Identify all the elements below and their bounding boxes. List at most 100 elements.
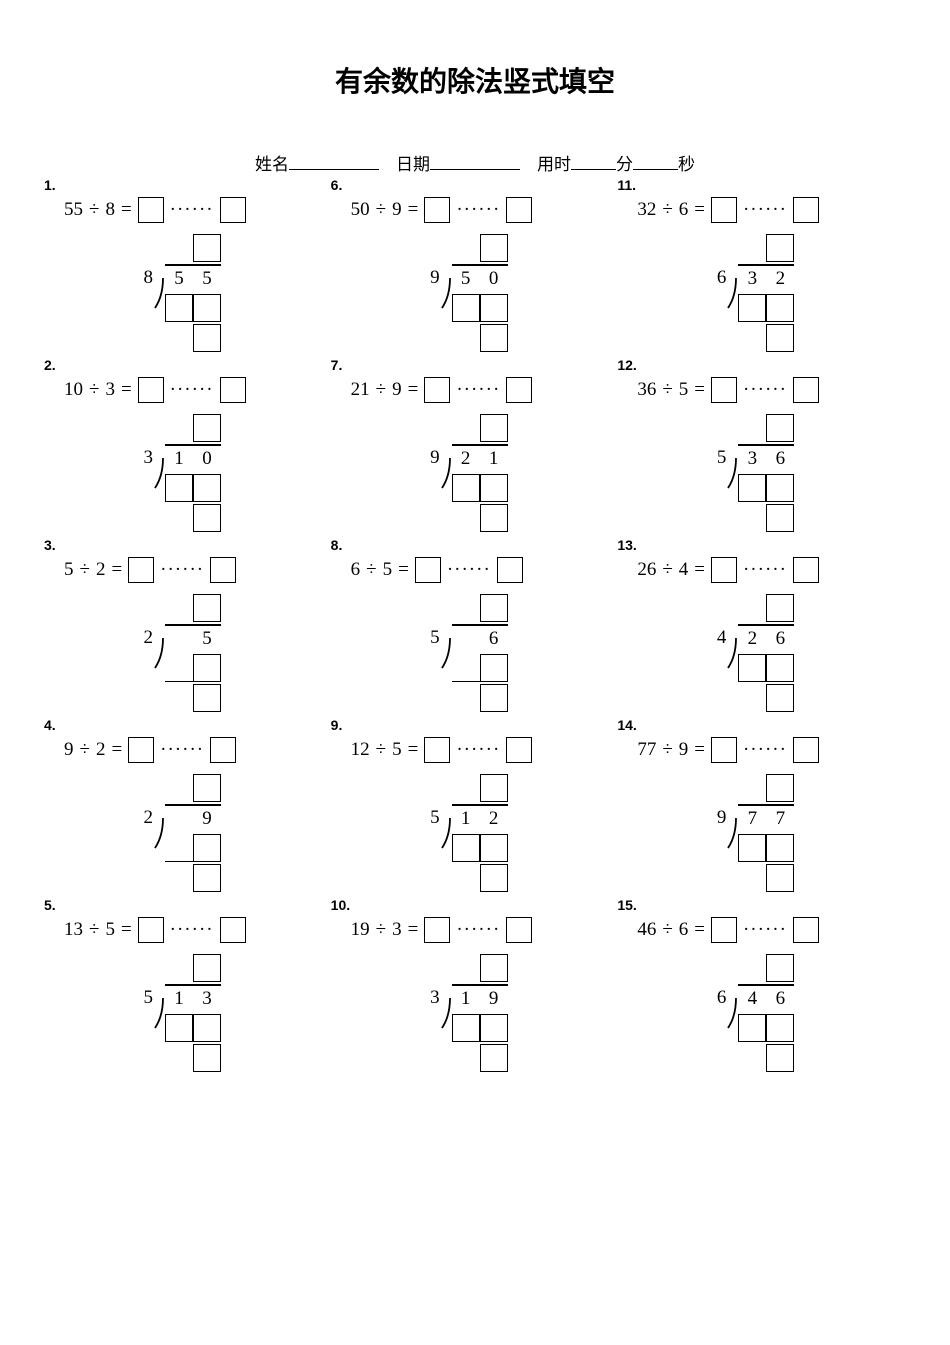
ld-remainder-blank[interactable]: [193, 684, 221, 712]
remainder-blank[interactable]: [210, 737, 236, 763]
quotient-blank[interactable]: [711, 557, 737, 583]
divisor: 2: [96, 739, 106, 761]
ld-product-blank[interactable]: [738, 474, 766, 502]
remainder-blank[interactable]: [506, 197, 532, 223]
ld-product-blank[interactable]: [193, 834, 221, 862]
quotient-blank[interactable]: [138, 917, 164, 943]
ld-remainder-blank[interactable]: [766, 324, 794, 352]
ld-product-blank[interactable]: [193, 1014, 221, 1042]
ld-remainder-blank[interactable]: [766, 684, 794, 712]
ld-product-blank[interactable]: [766, 834, 794, 862]
ld-remainder-blank[interactable]: [480, 684, 508, 712]
remainder-blank[interactable]: [793, 737, 819, 763]
ld-quotient-blank[interactable]: [766, 594, 794, 622]
ld-product-blank[interactable]: [738, 654, 766, 682]
ld-remainder-blank[interactable]: [766, 1044, 794, 1072]
remainder-blank[interactable]: [793, 557, 819, 583]
ld-product-blank[interactable]: [452, 834, 480, 862]
quotient-blank[interactable]: [711, 737, 737, 763]
remainder-blank[interactable]: [793, 917, 819, 943]
equation-line: 9÷2=······: [64, 737, 327, 763]
ld-product-blank[interactable]: [165, 294, 193, 322]
ld-product-blank[interactable]: [480, 294, 508, 322]
ld-quotient-blank[interactable]: [766, 774, 794, 802]
problem: 3.5÷2=······25: [50, 543, 327, 717]
ld-quotient-blank[interactable]: [193, 594, 221, 622]
ld-remainder-blank[interactable]: [480, 324, 508, 352]
remainder-blank[interactable]: [220, 377, 246, 403]
ld-remainder-blank[interactable]: [480, 504, 508, 532]
ld-product-blank[interactable]: [452, 474, 480, 502]
ld-product-blank[interactable]: [193, 654, 221, 682]
remainder-blank[interactable]: [793, 377, 819, 403]
ld-quotient-blank[interactable]: [480, 954, 508, 982]
quotient-blank[interactable]: [138, 197, 164, 223]
ld-product-blank[interactable]: [738, 1014, 766, 1042]
date-blank[interactable]: [430, 152, 520, 170]
remainder-blank[interactable]: [506, 917, 532, 943]
ld-quotient-blank[interactable]: [193, 414, 221, 442]
ld-quotient-blank[interactable]: [193, 774, 221, 802]
ld-quotient-blank[interactable]: [766, 954, 794, 982]
ld-remainder-blank[interactable]: [480, 1044, 508, 1072]
ld-product-blank[interactable]: [193, 294, 221, 322]
ld-product-blank[interactable]: [193, 474, 221, 502]
remainder-blank[interactable]: [497, 557, 523, 583]
quotient-blank[interactable]: [415, 557, 441, 583]
quotient-blank[interactable]: [711, 197, 737, 223]
minute-blank[interactable]: [571, 152, 616, 170]
ld-quotient-blank[interactable]: [766, 234, 794, 262]
ld-product-blank[interactable]: [766, 474, 794, 502]
ld-remainder-blank[interactable]: [193, 864, 221, 892]
ld-product-blank[interactable]: [165, 1014, 193, 1042]
quotient-blank[interactable]: [711, 917, 737, 943]
ld-quotient-blank[interactable]: [480, 234, 508, 262]
equation-line: 32÷6=······: [637, 197, 900, 223]
ld-product-blank[interactable]: [480, 654, 508, 682]
ld-quotient-blank[interactable]: [193, 234, 221, 262]
quotient-blank[interactable]: [711, 377, 737, 403]
name-blank[interactable]: [289, 152, 379, 170]
ld-quotient-blank[interactable]: [480, 414, 508, 442]
ld-product-blank[interactable]: [738, 834, 766, 862]
ld-remainder-blank[interactable]: [766, 504, 794, 532]
ld-product-blank[interactable]: [738, 294, 766, 322]
divisor: 2: [96, 559, 106, 581]
ld-remainder-blank[interactable]: [766, 864, 794, 892]
long-division: 25: [125, 593, 327, 713]
ld-quotient-blank[interactable]: [766, 414, 794, 442]
ld-quotient-blank[interactable]: [480, 774, 508, 802]
ld-remainder-blank[interactable]: [193, 1044, 221, 1072]
ld-remainder-blank[interactable]: [193, 324, 221, 352]
ld-product-blank[interactable]: [165, 474, 193, 502]
remainder-blank[interactable]: [220, 197, 246, 223]
quotient-blank[interactable]: [424, 917, 450, 943]
quotient-blank[interactable]: [128, 737, 154, 763]
quotient-blank[interactable]: [128, 557, 154, 583]
ld-remainder-blank[interactable]: [480, 864, 508, 892]
ld-product-blank[interactable]: [452, 294, 480, 322]
second-blank[interactable]: [633, 152, 678, 170]
ld-product-blank[interactable]: [480, 1014, 508, 1042]
ld-product-blank[interactable]: [480, 474, 508, 502]
remainder-blank[interactable]: [506, 377, 532, 403]
remainder-blank[interactable]: [506, 737, 532, 763]
ld-product-blank[interactable]: [766, 1014, 794, 1042]
ld-remainder-blank[interactable]: [193, 504, 221, 532]
remainder-blank[interactable]: [793, 197, 819, 223]
remainder-blank[interactable]: [210, 557, 236, 583]
ld-divisor: 5: [698, 447, 728, 469]
ld-quotient-blank[interactable]: [193, 954, 221, 982]
ld-dividend-digit: 9: [193, 804, 221, 832]
ld-quotient-blank[interactable]: [480, 594, 508, 622]
remainder-blank[interactable]: [220, 917, 246, 943]
quotient-blank[interactable]: [424, 737, 450, 763]
quotient-blank[interactable]: [138, 377, 164, 403]
ld-product-blank[interactable]: [766, 654, 794, 682]
quotient-blank[interactable]: [424, 197, 450, 223]
equals-sign: =: [694, 379, 705, 401]
ld-product-blank[interactable]: [766, 294, 794, 322]
ld-product-blank[interactable]: [452, 1014, 480, 1042]
ld-product-blank[interactable]: [480, 834, 508, 862]
quotient-blank[interactable]: [424, 377, 450, 403]
